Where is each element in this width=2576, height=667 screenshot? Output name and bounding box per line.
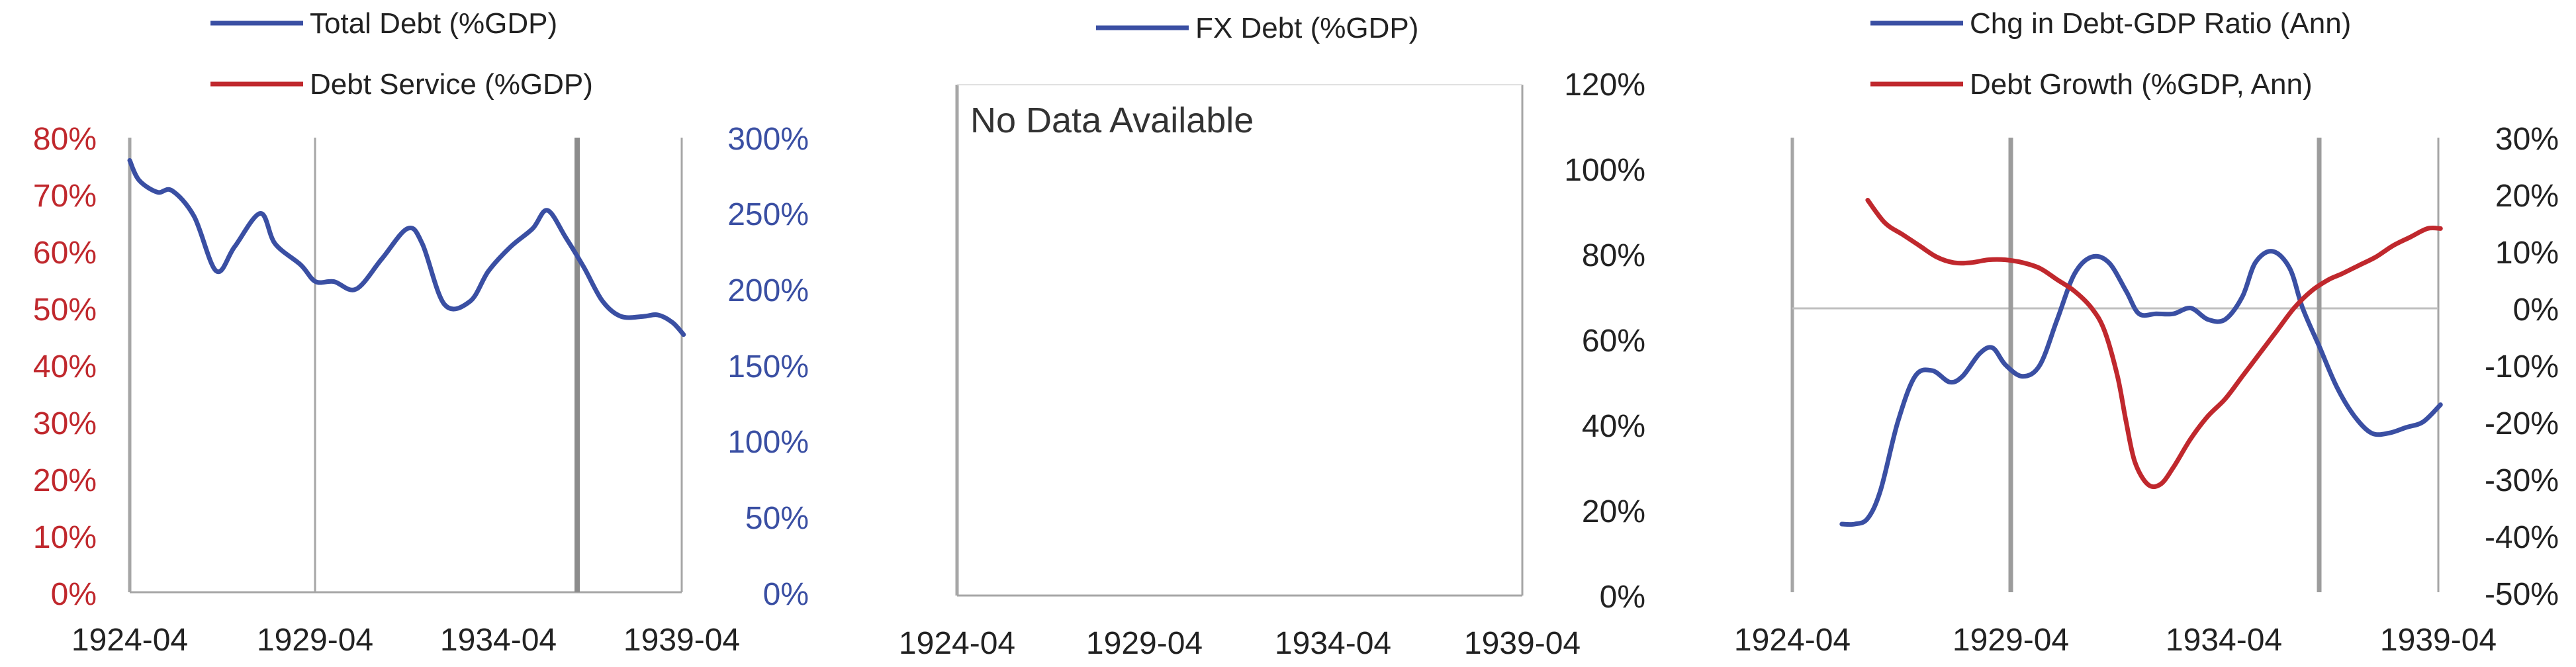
x-tick-label: 1929-04 — [257, 623, 373, 658]
y-tick-label: 100% — [1564, 153, 1645, 188]
x-tick-label: 1934-04 — [2166, 623, 2282, 658]
legend-label-fx-debt: FX Debt (%GDP) — [1195, 12, 1418, 44]
y-tick-label: 200% — [727, 273, 809, 308]
x-tick-label: 1924-04 — [1734, 623, 1851, 658]
x-tick-label: 1924-04 — [71, 623, 188, 658]
x-tick-label: 1934-04 — [440, 623, 557, 658]
x-tick-label: 1929-04 — [1086, 626, 1203, 661]
y-tick-label: 0% — [763, 577, 809, 612]
y-tick-label: 30% — [33, 406, 97, 441]
y-tick-label: 300% — [727, 122, 809, 157]
y-tick-label: 80% — [1582, 238, 1645, 273]
legend-label-debt-service: Debt Service (%GDP) — [310, 68, 593, 101]
chart-2-legend: FX Debt (%GDP) — [1096, 12, 1418, 44]
y-tick-label: 100% — [727, 425, 809, 460]
y-tick-label: -30% — [2485, 463, 2559, 498]
chart-1-plot-frame — [128, 138, 683, 594]
legend-label-debt-growth: Debt Growth (%GDP, Ann) — [1970, 68, 2313, 101]
chg-debt-gdp-line — [1839, 249, 2443, 527]
chart-3-x-ticks: 1924-04 1929-04 1934-04 1939-04 — [1734, 623, 2497, 658]
y-tick-label: -50% — [2485, 577, 2559, 612]
y-tick-label: 50% — [33, 292, 97, 328]
chart-3-plot-frame — [1790, 138, 2440, 592]
y-tick-label: -20% — [2485, 406, 2559, 441]
y-tick-label: 10% — [33, 520, 97, 555]
chart-1-x-ticks: 1924-04 1929-04 1934-04 1939-04 — [71, 623, 740, 658]
debt-growth-line — [1865, 198, 2443, 490]
y-tick-label: 80% — [33, 122, 97, 157]
y-tick-label: 0% — [1600, 580, 1645, 615]
chart-1-right-y-ticks: 300% 250% 200% 150% 100% 50% 0% — [727, 122, 809, 612]
y-tick-label: 50% — [745, 501, 809, 536]
y-tick-label: 30% — [2495, 122, 2559, 157]
y-tick-label: 0% — [51, 577, 97, 612]
x-tick-label: 1929-04 — [1953, 623, 2069, 658]
chart-2: FX Debt (%GDP) No Data Available 120% 10… — [899, 12, 1645, 661]
y-tick-label: 60% — [33, 236, 97, 271]
x-tick-label: 1924-04 — [899, 626, 1015, 661]
y-tick-label: 10% — [2495, 236, 2559, 271]
y-tick-label: 40% — [33, 349, 97, 384]
chart-1-series — [127, 157, 686, 337]
y-tick-label: -40% — [2485, 520, 2559, 555]
chart-2-x-ticks: 1924-04 1929-04 1934-04 1939-04 — [899, 626, 1581, 661]
chart-3-legend: Chg in Debt-GDP Ratio (Ann) Debt Growth … — [1870, 7, 2351, 101]
legend-label-chg-debt-gdp: Chg in Debt-GDP Ratio (Ann) — [1970, 7, 2351, 40]
chart-3-series — [1839, 198, 2443, 527]
chart-2-right-y-ticks: 120% 100% 80% 60% 40% 20% 0% — [1564, 67, 1645, 615]
y-tick-label: 250% — [727, 197, 809, 232]
y-tick-label: 40% — [1582, 409, 1645, 444]
chart-1-legend: Total Debt (%GDP) Debt Service (%GDP) — [210, 7, 593, 101]
legend-label-total-debt: Total Debt (%GDP) — [310, 7, 557, 40]
x-tick-label: 1939-04 — [2380, 623, 2497, 658]
chart-1-left-y-ticks: 80% 70% 60% 50% 40% 30% 20% 10% 0% — [33, 122, 97, 612]
x-tick-label: 1939-04 — [1464, 626, 1581, 661]
y-tick-label: 120% — [1564, 67, 1645, 103]
x-tick-label: 1939-04 — [623, 623, 740, 658]
chart-2-plot-frame — [955, 84, 1524, 597]
y-tick-label: 70% — [33, 179, 97, 214]
y-tick-label: 20% — [1582, 494, 1645, 529]
y-tick-label: 0% — [2513, 292, 2559, 328]
total-debt-line — [127, 157, 686, 337]
y-tick-label: 60% — [1582, 324, 1645, 359]
chart-1: Total Debt (%GDP) Debt Service (%GDP) 80… — [33, 7, 809, 658]
y-tick-label: -10% — [2485, 349, 2559, 384]
y-tick-label: 20% — [33, 463, 97, 498]
x-tick-label: 1934-04 — [1275, 626, 1391, 661]
no-data-message: No Data Available — [970, 101, 1254, 140]
y-tick-label: 150% — [727, 349, 809, 384]
y-tick-label: 20% — [2495, 179, 2559, 214]
chart-3-right-y-ticks: 30% 20% 10% 0% -10% -20% -30% -40% -50% — [2485, 122, 2559, 612]
chart-3: Chg in Debt-GDP Ratio (Ann) Debt Growth … — [1734, 7, 2559, 658]
